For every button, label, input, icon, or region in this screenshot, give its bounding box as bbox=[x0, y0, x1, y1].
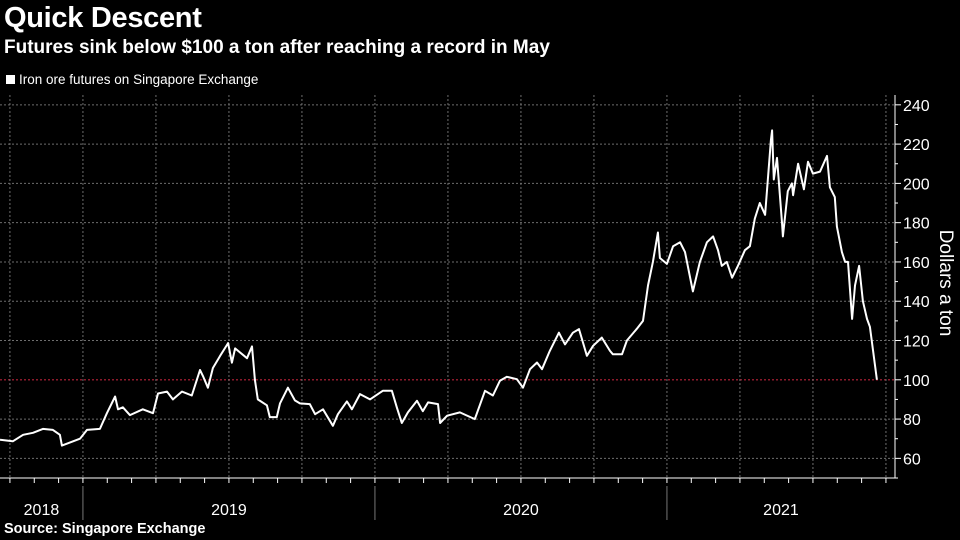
y-tick-label: 200 bbox=[903, 176, 930, 193]
axes: 60 80 100 120 140 160 180 200 220 240 2018 2019 2020… bbox=[0, 95, 930, 520]
y-tick-label: 140 bbox=[903, 294, 930, 311]
legend-label: Iron ore futures on Singapore Exchange bbox=[19, 72, 259, 87]
chart-subtitle: Futures sink below $100 a ton after reac… bbox=[4, 37, 550, 58]
series-line-iron-ore bbox=[0, 129, 878, 447]
x-year-label: 2021 bbox=[763, 502, 799, 519]
y-tick-label: 240 bbox=[903, 98, 930, 115]
legend-swatch bbox=[6, 75, 15, 84]
y-tick-label: 100 bbox=[903, 373, 930, 390]
y-tick-label: 180 bbox=[903, 216, 930, 233]
chart-title: Quick Descent bbox=[4, 2, 202, 34]
y-tick-label: 120 bbox=[903, 334, 930, 351]
x-year-label: 2020 bbox=[503, 502, 539, 519]
y-axis-label: Dollars a ton bbox=[935, 230, 956, 337]
legend: Iron ore futures on Singapore Exchange bbox=[6, 72, 258, 87]
gridlines bbox=[0, 95, 895, 478]
y-tick-label: 60 bbox=[903, 451, 921, 468]
x-year-label: 2018 bbox=[24, 502, 60, 519]
y-tick-label: 160 bbox=[903, 255, 930, 272]
y-tick-label: 80 bbox=[903, 412, 921, 429]
y-tick-label: 220 bbox=[903, 137, 930, 154]
source-note: Source: Singapore Exchange bbox=[4, 521, 206, 537]
x-year-label: 2019 bbox=[211, 502, 247, 519]
